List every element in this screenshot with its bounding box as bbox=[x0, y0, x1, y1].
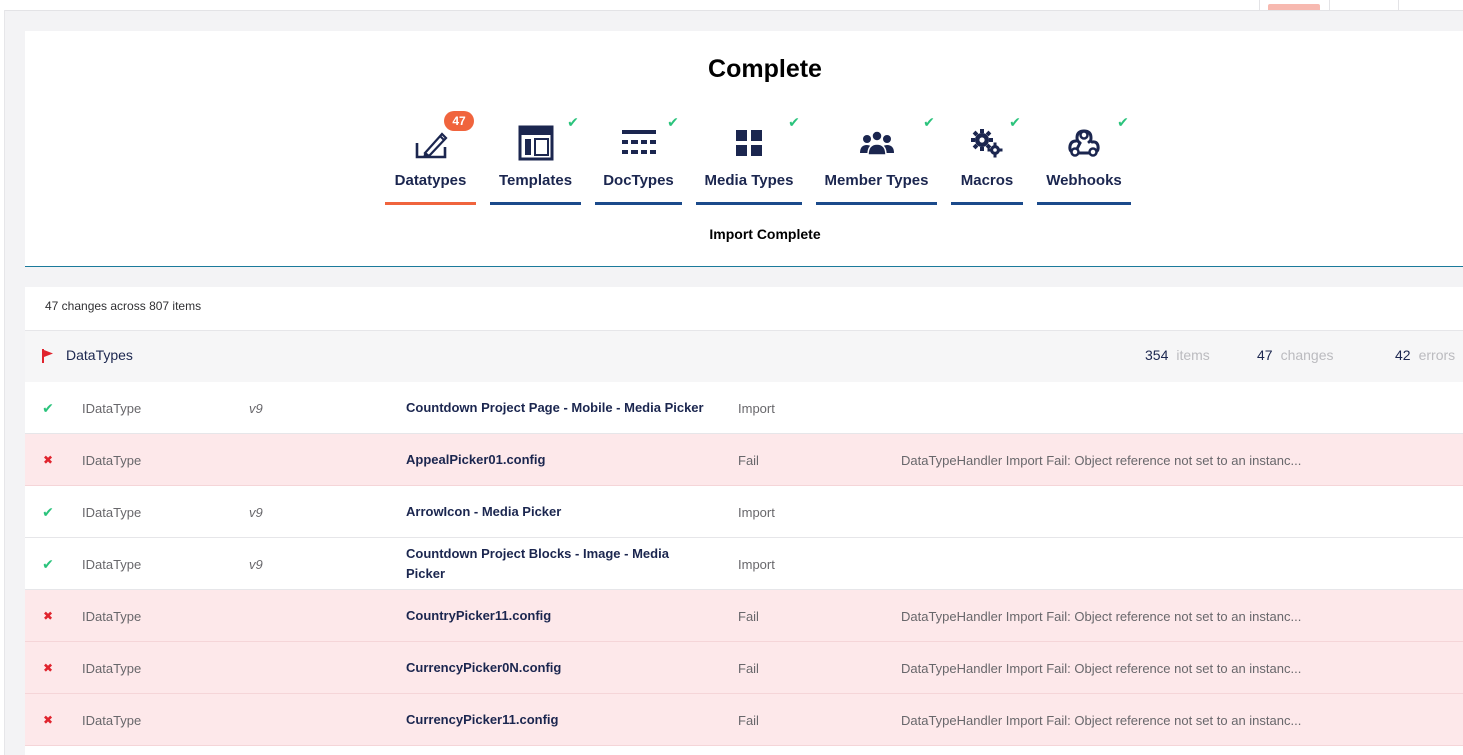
error-x-icon: ✖ bbox=[42, 661, 54, 675]
errors-count: 42 bbox=[1395, 347, 1411, 363]
changes-stat: 47 changes bbox=[1257, 347, 1334, 363]
error-x-icon: ✖ bbox=[42, 453, 54, 467]
item-type: IDataType bbox=[82, 556, 142, 572]
step-label: Member Types bbox=[824, 172, 929, 189]
step-label: Webhooks bbox=[1046, 172, 1122, 189]
import-summary-panel: Complete 47 Datatypes ✔ Templates bbox=[25, 31, 1463, 267]
items-label: items bbox=[1176, 347, 1210, 363]
errors-stat: 42 errors bbox=[1395, 347, 1455, 363]
step-media-types[interactable]: ✔ Media Types bbox=[696, 115, 802, 205]
item-type: IDataType bbox=[82, 400, 142, 416]
changes-count: 47 bbox=[1257, 347, 1273, 363]
item-type: IDataType bbox=[82, 504, 142, 520]
item-name: CountryPicker11.config bbox=[406, 608, 552, 623]
step-datatypes[interactable]: 47 Datatypes bbox=[385, 111, 476, 205]
top-bar-divider bbox=[1259, 0, 1260, 10]
items-count: 354 bbox=[1145, 347, 1169, 363]
table-row[interactable]: ✖ IDataType CurrencyPicker0N.config Fail… bbox=[25, 642, 1463, 694]
item-message: DataTypeHandler Import Fail: Object refe… bbox=[901, 452, 1302, 468]
gears-icon bbox=[967, 123, 1007, 163]
item-action: Import bbox=[738, 504, 775, 520]
step-label: Datatypes bbox=[394, 172, 467, 189]
success-check-icon: ✔ bbox=[42, 399, 54, 416]
changes-panel: 47 changes across 807 items DataTypes 35… bbox=[25, 287, 1463, 755]
step-webhooks[interactable]: ✔ Webhooks bbox=[1037, 115, 1131, 205]
members-icon bbox=[857, 123, 897, 163]
item-type: IDataType bbox=[82, 660, 142, 676]
item-type: IDataType bbox=[82, 712, 142, 728]
media-tiles-icon bbox=[729, 123, 769, 163]
item-version: v9 bbox=[249, 556, 263, 572]
flag-icon bbox=[42, 349, 53, 363]
step-label: Media Types bbox=[704, 172, 794, 189]
step-macros[interactable]: ✔ bbox=[951, 115, 1023, 205]
item-action: Import bbox=[738, 400, 775, 416]
check-icon: ✔ bbox=[567, 114, 579, 130]
check-icon: ✔ bbox=[667, 114, 679, 130]
item-action: Fail bbox=[738, 660, 759, 676]
check-icon: ✔ bbox=[1009, 114, 1021, 130]
top-bar-divider bbox=[1398, 0, 1399, 10]
check-icon: ✔ bbox=[923, 114, 935, 130]
item-message: DataTypeHandler Import Fail: Object refe… bbox=[901, 608, 1302, 624]
item-action: Fail bbox=[738, 712, 759, 728]
table-row[interactable]: ✖ IDataType CurrencyPicker11.config Fail… bbox=[25, 694, 1463, 746]
change-count-badge: 47 bbox=[444, 111, 474, 131]
item-name: Countdown Project Blocks - Image - Media… bbox=[406, 546, 669, 581]
success-check-icon: ✔ bbox=[42, 555, 54, 572]
check-icon: ✔ bbox=[788, 114, 800, 130]
table-row[interactable]: ✔ IDataType v9 Countdown Project Blocks … bbox=[25, 538, 1463, 590]
item-action: Fail bbox=[738, 608, 759, 624]
step-templates[interactable]: ✔ Templates bbox=[490, 115, 581, 205]
group-header-datatypes[interactable]: DataTypes 354 items 47 changes 42 errors bbox=[25, 330, 1463, 384]
changes-label: changes bbox=[1280, 347, 1334, 363]
error-x-icon: ✖ bbox=[42, 609, 54, 623]
page-title: Complete bbox=[708, 55, 822, 83]
item-type: IDataType bbox=[82, 452, 142, 468]
group-name: DataTypes bbox=[66, 347, 133, 363]
item-message: DataTypeHandler Import Fail: Object refe… bbox=[901, 660, 1302, 676]
table-row[interactable]: ✔ IDataType v9 ArrowIcon - Media Picker … bbox=[25, 486, 1463, 538]
item-name: ArrowIcon - Media Picker bbox=[406, 504, 562, 519]
webhook-icon bbox=[1064, 123, 1104, 163]
top-bar bbox=[0, 0, 1463, 11]
item-type: IDataType bbox=[82, 608, 142, 624]
top-bar-divider bbox=[1329, 0, 1330, 10]
item-name: Countdown Project Page - Mobile - Media … bbox=[406, 400, 704, 415]
item-name: CurrencyPicker0N.config bbox=[406, 660, 562, 675]
template-layout-icon bbox=[516, 123, 556, 163]
item-name: CurrencyPicker11.config bbox=[406, 712, 559, 727]
doctype-grid-icon bbox=[619, 123, 659, 163]
item-action: Fail bbox=[738, 452, 759, 468]
left-edge bbox=[0, 10, 5, 755]
check-icon: ✔ bbox=[1117, 114, 1129, 130]
success-check-icon: ✔ bbox=[42, 503, 54, 520]
table-row[interactable]: ✖ IDataType AppealPicker01.config Fail D… bbox=[25, 434, 1463, 486]
errors-label: errors bbox=[1418, 347, 1456, 363]
step-label: DocTypes bbox=[603, 172, 674, 189]
top-bar-active-tab[interactable] bbox=[1268, 4, 1320, 10]
step-label: Macros bbox=[960, 172, 1014, 189]
items-stat: 354 items bbox=[1145, 347, 1210, 363]
error-x-icon: ✖ bbox=[42, 713, 54, 727]
item-action: Import bbox=[738, 556, 775, 572]
datatype-edit-icon bbox=[411, 123, 451, 163]
step-doctypes[interactable]: ✔ DocTypes bbox=[595, 115, 682, 205]
item-message: DataTypeHandler Import Fail: Object refe… bbox=[901, 712, 1302, 728]
changes-summary: 47 changes across 807 items bbox=[45, 299, 202, 313]
table-row[interactable]: ✔ IDataType v9 Countdown Project Page - … bbox=[25, 382, 1463, 434]
step-label: Templates bbox=[498, 172, 573, 189]
item-version: v9 bbox=[249, 504, 263, 520]
item-version: v9 bbox=[249, 400, 263, 416]
step-member-types[interactable]: ✔ Member Types bbox=[816, 115, 937, 205]
table-row[interactable]: ✖ IDataType CountryPicker11.config Fail … bbox=[25, 590, 1463, 642]
import-status: Import Complete bbox=[709, 226, 821, 242]
results-table: ✔ IDataType v9 Countdown Project Page - … bbox=[25, 382, 1463, 746]
item-name: AppealPicker01.config bbox=[406, 452, 546, 467]
